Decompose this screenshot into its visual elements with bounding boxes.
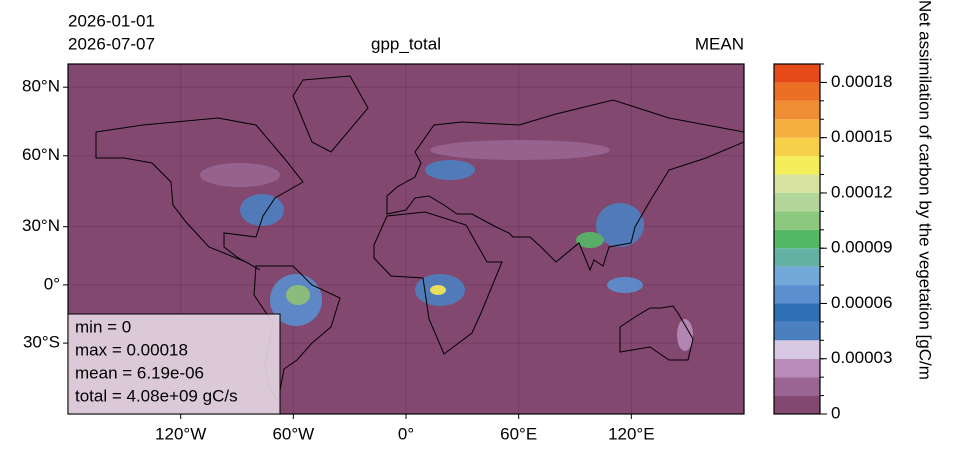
colorbar-level: [774, 358, 820, 378]
colorbar-level: [774, 229, 820, 249]
colorbar-tick-label: 0.00006: [831, 293, 892, 312]
y-tick-label: 60°N: [22, 145, 60, 164]
colorbar-level: [774, 174, 820, 193]
statistic: MEAN: [695, 34, 744, 53]
colorbar-level: [774, 303, 820, 322]
colorbar-tick-label: 0.00015: [831, 127, 892, 146]
colorbar-level: [774, 192, 820, 212]
stat-line: min = 0: [75, 317, 131, 336]
stat-line: total = 4.08e+09 gC/s: [75, 386, 238, 405]
colorbar-level: [774, 100, 820, 120]
y-tick-label: 30°S: [23, 333, 60, 352]
chart-title: gpp_total: [371, 34, 441, 53]
colorbar-level: [774, 211, 820, 230]
colorbar-level: [774, 119, 820, 138]
colorbar-level: [774, 137, 820, 157]
colorbar-frame: [773, 63, 821, 415]
y-tick-label: 30°N: [22, 216, 60, 235]
date-start: 2026-01-01: [68, 11, 155, 30]
y-tick-label: 0°: [44, 274, 60, 293]
x-tick-label: 60°W: [272, 424, 314, 443]
north-america: [95, 117, 304, 271]
africa: [373, 211, 503, 355]
colorbar-level: [774, 285, 820, 304]
x-tick-label: 0°: [398, 424, 414, 443]
stat-line: max = 0.00018: [75, 340, 188, 359]
colorbar-level: [774, 377, 820, 396]
colorbar-label: Net assimilation of carbon by the vegeta…: [916, 0, 935, 380]
greenland: [292, 75, 369, 153]
colorbar-level: [774, 248, 820, 267]
colorbar-level: [774, 156, 820, 175]
colorbar-tick-label: 0.00012: [831, 182, 892, 201]
colorbar-level: [774, 395, 820, 414]
colorbar-level: [774, 266, 820, 286]
colorbar-tick-label: 0.00009: [831, 238, 892, 257]
colorbar-tick-label: 0: [831, 403, 840, 422]
coastlines: [95, 75, 744, 403]
colorbar-level: [774, 82, 820, 101]
australia: [619, 305, 694, 361]
eurasia: [386, 99, 744, 272]
colorbar-tick-label: 0.00003: [831, 348, 892, 367]
vegetation: [200, 140, 693, 351]
date-end: 2026-07-07: [68, 34, 155, 53]
x-tick-label: 120°W: [155, 424, 206, 443]
colorbar-level: [774, 340, 820, 359]
colorbar: 0 0.00003 0.00006 0.00009 0.00012 0.00015 0.00…: [773, 63, 892, 422]
stat-line: mean = 6.19e-06: [75, 363, 204, 382]
x-tick-label: 120°E: [608, 424, 655, 443]
colorbar-tick-label: 0.00018: [831, 72, 892, 91]
colorbar-level: [774, 64, 820, 83]
colorbar-level: [774, 321, 820, 341]
y-tick-label: 80°N: [22, 77, 60, 96]
grid: [68, 64, 744, 414]
x-tick-label: 60°E: [500, 424, 537, 443]
stats-box: [67, 313, 281, 415]
